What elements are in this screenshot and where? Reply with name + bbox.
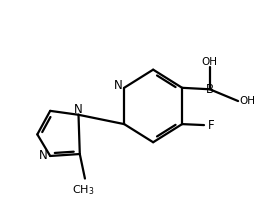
Text: N: N xyxy=(39,149,47,162)
Text: F: F xyxy=(208,119,215,132)
Text: OH: OH xyxy=(202,57,218,67)
Text: CH$_3$: CH$_3$ xyxy=(72,183,95,197)
Text: N: N xyxy=(114,79,123,92)
Text: N: N xyxy=(74,103,83,116)
Text: OH: OH xyxy=(240,96,256,106)
Text: B: B xyxy=(206,83,214,96)
